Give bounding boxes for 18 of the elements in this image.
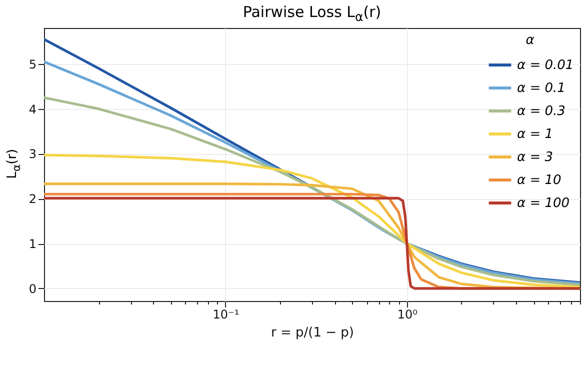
legend-label: α = 1 (517, 127, 553, 142)
y-tick-label: 4 (28, 102, 36, 116)
y-tick-label: 1 (28, 237, 36, 252)
chart-title: Pairwise Loss L$_{α}$(r) (242, 3, 382, 24)
legend-label: α = 3 (517, 150, 553, 165)
y-tick-label: 5 (28, 57, 36, 72)
legend-label: α = 100 (517, 196, 570, 211)
y-tick-label: 0 (28, 282, 36, 296)
y-tick-label: 2 (28, 192, 36, 206)
x-tick-label: 10⁻¹ (212, 308, 240, 322)
x-tick-label: 10⁰ (397, 308, 418, 322)
legend-label: α = 0.1 (517, 81, 566, 96)
x-axis-title: r = p/(1 − p) (271, 326, 354, 340)
y-tick-label: 3 (28, 147, 36, 162)
legend-title: α (526, 33, 535, 48)
legend-label: α = 10 (517, 173, 562, 188)
legend-label: α = 0.3 (517, 104, 566, 119)
legend-label: α = 0.01 (517, 58, 574, 73)
